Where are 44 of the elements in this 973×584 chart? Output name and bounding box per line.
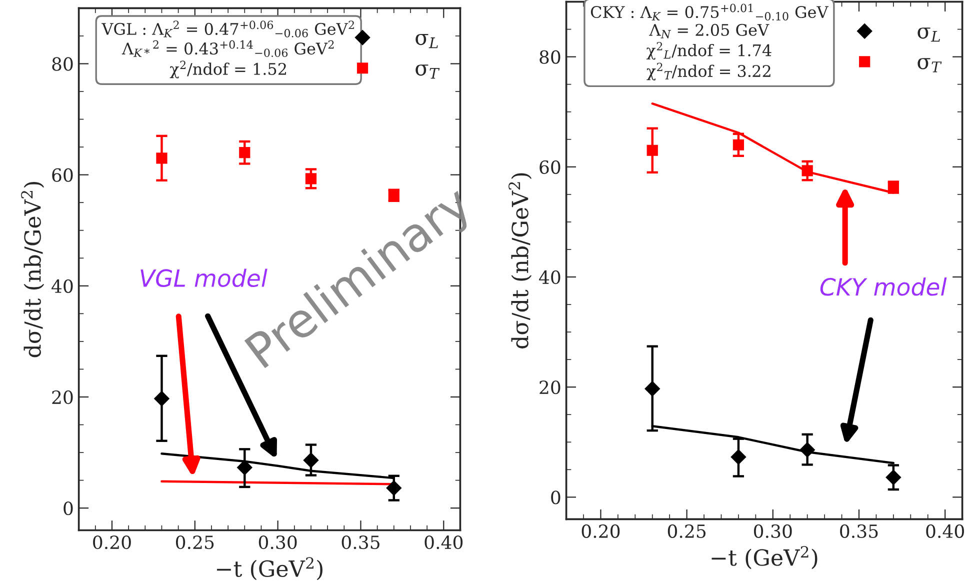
y-axis-title: dσ/dt (nb/GeV$^{2}$) [508, 173, 532, 348]
x-tick-label: 0.30 [258, 535, 297, 550]
point [156, 152, 168, 164]
y-tick-label: 80 [52, 57, 73, 71]
y-tick-label: 40 [52, 279, 73, 294]
y-tick-label: 20 [52, 390, 73, 404]
point [305, 173, 317, 184]
text: CKY : Λ$_{K}$ = 0.75$^{+0.01}$$_{−0.10}$ GeV Λ$_{N}$ = 2.05 GeV χ$^{2}$$_{L}$/ndof = 1.74 χ$^{2}$$_{T}$/ndof = 3.22 [590, 4, 829, 80]
y-tick-label: 0 [551, 490, 560, 504]
point [800, 442, 815, 458]
point [730, 449, 746, 465]
x-tick-label: 0.20 [582, 524, 620, 538]
x-tick-label: 0.25 [668, 524, 706, 538]
legend-label: σ$_{L}$ [416, 34, 438, 48]
text: VGL : Λ$_{K}$$^{2}$ = 0.47$^{+0.06}$$_{−0.06}$ GeV$^{2}$ Λ$_{K*}$$^{2}$ = 0.43$^{+0.14}$$_{−0.06}$ GeV$^{2}$ χ$^{2}$/ndof = 1.52 [102, 20, 354, 78]
x-tick-label: 0.40 [926, 524, 964, 538]
x-tick-label: 0.40 [424, 535, 463, 550]
point [732, 139, 744, 150]
x-tick-label: 0.30 [754, 524, 792, 538]
x-tick-label: 0.35 [342, 535, 380, 550]
point [886, 470, 901, 485]
x-tick-label: 0.20 [93, 535, 131, 550]
point [644, 381, 660, 396]
x-axis-title: −t (GeV$^{2}$) [216, 557, 322, 580]
legend-label: σ$_{T}$ [416, 64, 440, 79]
x-tick-label: 0.35 [840, 524, 878, 538]
point [386, 480, 402, 496]
point [646, 144, 658, 156]
legend-label: σ$_{T}$ [918, 58, 942, 72]
y-tick-label: 80 [540, 50, 560, 64]
point [239, 147, 250, 158]
y-axis-title: dσ/dt (nb/GeV$^{2}$) [21, 182, 44, 358]
legend-label: σ$_{L}$ [918, 28, 940, 42]
annotation: CKY model [820, 277, 947, 296]
point [154, 391, 170, 406]
x-tick-label: 0.25 [176, 535, 214, 550]
point [802, 165, 813, 176]
y-tick-label: 60 [540, 160, 560, 174]
point [303, 452, 319, 468]
x-axis-title: −t (GeV$^{2}$) [712, 546, 818, 570]
y-tick-label: 60 [52, 168, 73, 182]
y-tick-label: 40 [539, 270, 560, 284]
y-tick-label: 0 [64, 502, 73, 516]
y-tick-label: 20 [540, 380, 560, 394]
